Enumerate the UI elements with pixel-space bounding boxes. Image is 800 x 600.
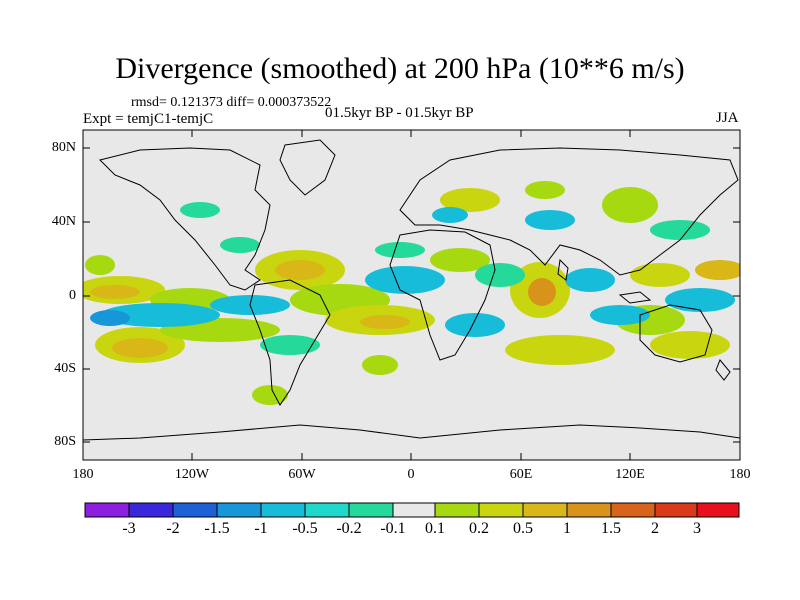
south-america-coast <box>249 279 331 406</box>
period-label: 01.5kyr BP - 01.5kyr BP <box>325 105 474 121</box>
map-title: Divergence (smoothed) at 200 hPa (10**6 … <box>115 52 685 85</box>
contour-patch <box>360 315 410 329</box>
colorbar-box <box>348 502 394 518</box>
lat-label: 80S <box>54 434 76 449</box>
colorbar-box <box>434 502 480 518</box>
season-label: JJA <box>716 110 739 126</box>
colorbar-label: -3 <box>122 520 136 537</box>
colorbar <box>84 502 740 518</box>
lat-label: 40N <box>51 214 76 229</box>
colorbar-label: -0.5 <box>292 520 318 537</box>
contour-patch <box>275 260 325 280</box>
colorbar-label: 2 <box>651 520 659 537</box>
colorbar-box <box>304 502 350 518</box>
contour-patch <box>665 288 735 312</box>
colorbar-box <box>522 502 568 518</box>
colorbar-label: 0.5 <box>513 520 533 537</box>
island-coast <box>618 291 652 304</box>
contour-patch <box>375 242 425 258</box>
colorbar-label: -1.5 <box>204 520 230 537</box>
contour-patch <box>220 237 260 253</box>
contour-patch <box>525 210 575 230</box>
colorbar-box <box>654 502 698 518</box>
contour-patch <box>365 266 445 294</box>
contour-patch <box>590 305 650 325</box>
colorbar-label: 3 <box>693 520 701 537</box>
colorbar-box <box>216 502 262 518</box>
contour-patch <box>362 355 398 375</box>
lon-label: 120E <box>615 467 645 482</box>
contour-patch <box>650 331 730 359</box>
contour-patch <box>252 385 288 405</box>
contour-patch <box>695 260 740 280</box>
north-america-coast <box>99 147 271 291</box>
contour-patch <box>445 313 505 337</box>
colorbar-box <box>172 502 218 518</box>
colorbar-box <box>392 502 436 518</box>
coastlines <box>83 139 740 441</box>
contour-patch <box>432 207 468 223</box>
greenland-coast <box>279 139 336 196</box>
island-coast <box>557 258 569 281</box>
contour-patch <box>505 335 615 365</box>
contour-patch <box>630 263 690 287</box>
colorbar-label: -2 <box>166 520 180 537</box>
stats-text: rmsd= 0.121373 diff= 0.000373522 <box>131 95 332 110</box>
lon-label: 120W <box>174 467 210 482</box>
contour-patch <box>650 220 710 240</box>
antarctica-coast <box>83 424 740 441</box>
colorbar-label: 0.1 <box>425 520 445 537</box>
contour-patch <box>112 338 168 358</box>
colorbar-label: -1 <box>254 520 268 537</box>
lon-label: 60E <box>509 467 533 482</box>
contour-patch <box>90 285 140 299</box>
lon-label: 0 <box>407 467 415 482</box>
contour-patch <box>180 202 220 218</box>
contour-patch <box>430 248 490 272</box>
axis-ticks <box>82 130 741 460</box>
colorbar-label: -0.2 <box>336 520 362 537</box>
lon-label: 180 <box>72 467 94 482</box>
divergence-field <box>83 139 740 441</box>
africa-coast <box>389 229 496 361</box>
lon-label: 180 <box>729 467 751 482</box>
colorbar-box <box>84 502 130 518</box>
colorbar-label: 1.5 <box>601 520 621 537</box>
contour-patch <box>90 310 130 326</box>
contour-patch <box>440 188 500 212</box>
contour-patch <box>100 303 220 327</box>
contour-patch <box>528 278 556 306</box>
island-coast <box>715 359 731 381</box>
experiment-label: Expt = temjC1-temjC <box>83 111 214 127</box>
lat-label: 0 <box>69 288 76 303</box>
contour-patch <box>475 263 525 287</box>
colorbar-box <box>478 502 524 518</box>
colorbar-label: 0.2 <box>469 520 489 537</box>
contour-patch <box>260 335 320 355</box>
colorbar-box <box>260 502 306 518</box>
australia-coast <box>639 304 713 363</box>
colorbar-box <box>610 502 656 518</box>
contour-patch <box>85 255 115 275</box>
colorbar-box <box>128 502 174 518</box>
contour-patch <box>602 187 658 223</box>
lat-label: 40S <box>54 361 76 376</box>
colorbar-label: 1 <box>563 520 571 537</box>
lon-label: 60W <box>288 467 316 482</box>
lat-label: 80N <box>51 140 76 155</box>
contour-patch <box>565 268 615 292</box>
contour-patch <box>525 181 565 199</box>
eurasia-coast <box>399 147 739 276</box>
colorbar-label: -0.1 <box>380 520 406 537</box>
colorbar-box <box>696 502 740 518</box>
colorbar-box <box>566 502 612 518</box>
